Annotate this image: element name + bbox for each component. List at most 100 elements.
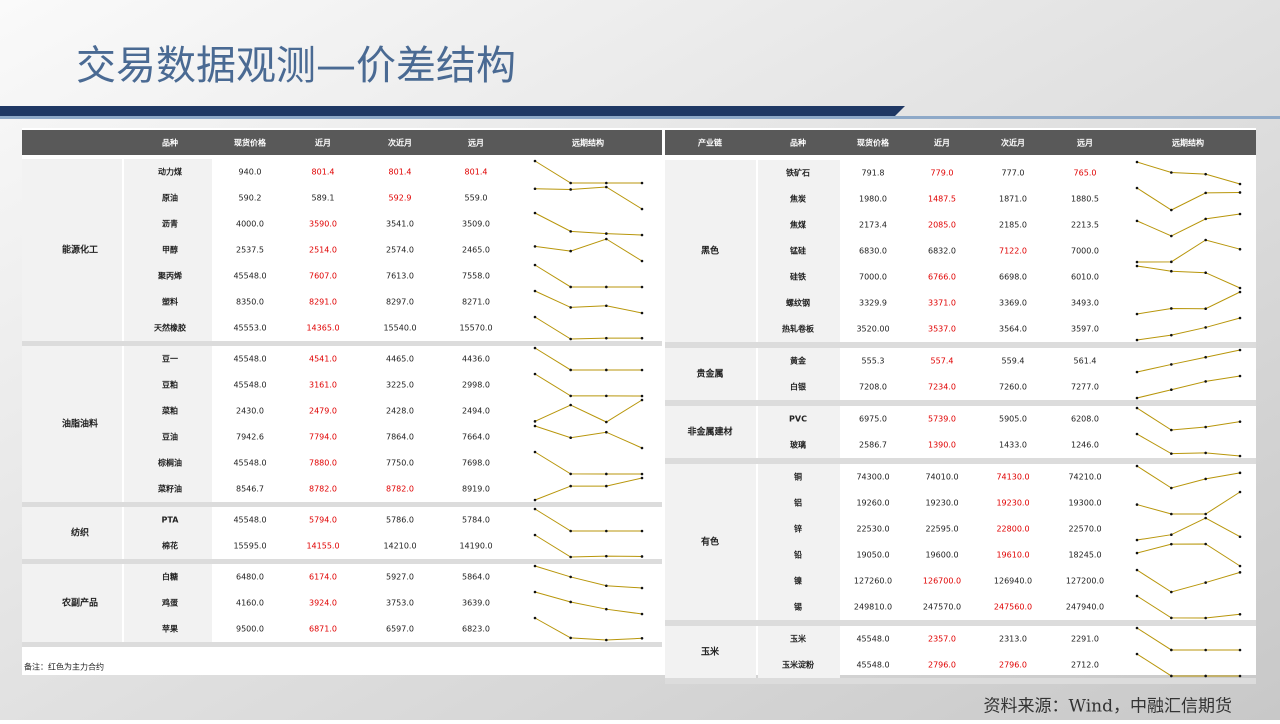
sparkline-point [640,636,644,640]
sparkline [1136,595,1241,619]
price-cell: 2430.0 [236,407,264,416]
item-cell [124,507,212,559]
price-cell: 14155.0 [306,542,339,551]
sparkline-point [533,346,537,350]
sparkline [534,212,643,236]
sparkline [1136,433,1241,457]
price-cell: 19610.0 [996,551,1029,560]
item-name: 聚丙烯 [157,271,182,281]
sparkline-point [1135,626,1139,630]
price-cell: 2479.0 [309,407,337,416]
sparkline [1136,317,1241,341]
price-cell: 6832.0 [928,247,956,256]
item-name: 苹果 [162,624,178,634]
price-cell: 45548.0 [233,516,266,525]
sparkline [534,316,643,340]
price-cell: 801.4 [389,168,412,177]
sparkline-point [569,368,572,372]
price-cell: 6698.0 [999,273,1027,282]
sparkline [1136,653,1241,677]
price-cell: 2213.5 [1071,221,1099,230]
item-name: 硅铁 [790,272,806,282]
item-name: 豆粕 [162,380,178,390]
sparkline-point [1238,286,1242,290]
group-cell [22,564,122,642]
price-cell: 3329.9 [859,299,887,308]
sparkline [534,373,643,397]
sparkline-point [1238,348,1242,352]
price-cell: 1880.5 [1071,195,1099,204]
sparkline-point [605,368,608,372]
item-name: 玻璃 [790,440,806,450]
sparkline [1136,213,1241,237]
price-cell: 1487.5 [928,195,956,204]
group-cell [22,507,122,559]
item-name: 白银 [790,382,807,392]
sparkline-point [1204,380,1207,383]
column-header: 品种 [790,138,806,148]
price-cell: 126940.0 [994,577,1032,586]
price-cell: 2428.0 [386,407,414,416]
price-cell: 7558.0 [462,272,490,281]
price-cell: 19600.0 [925,551,958,560]
sparkline-point [605,430,608,434]
item-cell [758,348,840,400]
sparkline-point [1135,219,1139,223]
sparkline-point [1238,674,1242,678]
price-cell: 3225.0 [386,381,414,390]
sparkline-point [1135,260,1139,264]
sparkline-point [569,484,572,488]
sparkline-point [1135,396,1139,400]
sparkline-point [640,311,644,315]
sparkline-point [1170,590,1173,594]
price-cell: 7613.0 [386,272,414,281]
sparkline-point [1204,191,1207,195]
sparkline-point [640,394,644,398]
sparkline-point [1204,271,1207,275]
sparkline-point [1170,388,1173,392]
price-cell: 2291.0 [1071,635,1099,644]
price-cell: 247940.0 [1066,603,1104,612]
sparkline-point [533,498,537,502]
price-cell: 3369.0 [999,299,1027,308]
sparkline [534,290,643,314]
sparkline-point [1135,503,1139,506]
item-cell [758,406,840,458]
price-cell: 559.4 [1002,357,1025,366]
item-name: PVC [789,415,807,424]
sparkline-point [1135,432,1139,436]
sparkline-point [605,336,608,340]
sparkline-point [1238,471,1242,475]
price-cell: 6975.0 [859,415,887,424]
item-name: 热轧卷板 [782,324,815,334]
price-cell: 4541.0 [309,355,337,364]
sparkline [1136,517,1241,541]
sparkline-point [1204,307,1207,311]
sparkline-point [533,245,537,248]
price-cell: 5927.0 [386,573,414,582]
column-header: 现货价格 [857,138,890,148]
group-divider [22,642,662,647]
item-cell [758,160,840,342]
group-divider [665,342,1256,348]
sparkline-point [640,472,644,476]
sparkline-point [640,259,644,263]
price-cell: 7208.0 [859,383,887,392]
sparkline-point [1170,333,1173,337]
price-cell: 3371.0 [928,299,956,308]
sparkline-point [640,529,644,533]
price-cell: 2574.0 [386,246,414,255]
price-cell: 6766.0 [928,273,956,282]
sparkline-point [1204,425,1207,429]
sparkline-point [1204,648,1207,652]
sparkline [1136,161,1241,185]
sparkline-point [605,181,608,185]
sparkline [534,425,643,449]
price-cell: 7000.0 [1071,247,1099,256]
price-cell: 4160.0 [236,599,264,608]
price-cell: 7260.0 [999,383,1027,392]
sparkline-point [640,368,644,372]
price-cell: 7794.0 [309,433,337,442]
sparkline-point [1170,486,1173,490]
sparkline-point [533,507,537,511]
